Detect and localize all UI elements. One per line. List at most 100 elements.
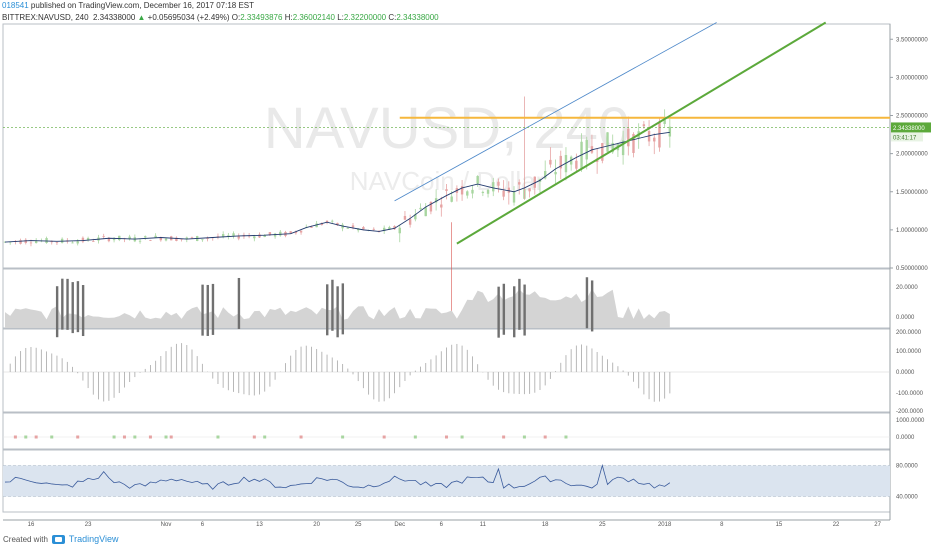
- candle-body: [346, 227, 350, 229]
- candle-body: [445, 189, 448, 191]
- volume-spike: [201, 284, 204, 336]
- candle-body: [154, 235, 157, 238]
- open-value: 2.33493876: [240, 13, 283, 22]
- y-tick-label: 1000.0000: [896, 418, 925, 424]
- candle-body: [253, 236, 256, 239]
- candle-body: [112, 239, 116, 241]
- candle-body: [55, 242, 59, 244]
- volume-spike: [237, 277, 241, 329]
- y-tick-label: 200.0000: [896, 330, 922, 336]
- candle-body: [507, 187, 511, 193]
- signal-dot: [382, 435, 386, 439]
- volume-spike: [513, 286, 516, 338]
- signal-dot: [148, 435, 152, 439]
- y-tick-label: 100.0000: [896, 349, 922, 355]
- blue-trend-line: [394, 22, 717, 202]
- candle-body: [471, 189, 474, 194]
- candle-body: [559, 155, 562, 169]
- volume-spike: [497, 286, 500, 338]
- candle-body: [164, 238, 168, 241]
- candle-body: [273, 233, 277, 237]
- candle-body: [175, 237, 178, 241]
- y-tick-label: 0.0000: [896, 435, 915, 441]
- close-label: C:: [388, 13, 397, 22]
- signal-dot: [413, 435, 417, 439]
- x-tick-label: 6: [201, 522, 205, 528]
- moving-average-line: [4, 131, 670, 243]
- candle-body: [180, 238, 183, 240]
- candle-body: [144, 236, 147, 238]
- candle-body: [621, 140, 625, 156]
- candle-body: [424, 207, 427, 217]
- candle-body: [34, 241, 38, 244]
- candle-body: [221, 234, 225, 238]
- candle-body: [554, 171, 557, 175]
- watermark-symbol: NAVUSD, 240: [264, 96, 630, 161]
- candle-body: [497, 181, 500, 186]
- candle-body: [533, 176, 536, 188]
- candle-body: [138, 240, 142, 242]
- candle-body: [263, 235, 266, 238]
- publish-info: 018541 published on TradingView.com, Dec…: [2, 1, 254, 10]
- x-tick-label: 18: [542, 522, 549, 528]
- candle-body: [382, 227, 386, 232]
- low-value: 2.32200000: [343, 13, 387, 22]
- tradingview-logo-icon: [51, 534, 65, 544]
- price-badge: [891, 122, 931, 133]
- candle-body: [601, 143, 604, 161]
- y-tick-label: 3.00000000: [896, 75, 928, 81]
- candle-body: [227, 235, 230, 237]
- volume-spike: [518, 278, 521, 330]
- y-tick-label: 3.50000000: [896, 37, 928, 43]
- signal-dot: [34, 435, 38, 439]
- signal-dot: [133, 435, 137, 439]
- x-tick-label: 27: [874, 522, 881, 528]
- candle-body: [393, 225, 396, 230]
- volume-spike: [590, 280, 594, 332]
- candle-body: [310, 226, 313, 228]
- symbol-label: BITTREX:NAVUSD, 240: [2, 13, 89, 22]
- signal-dot: [164, 435, 168, 439]
- candle-body: [86, 238, 90, 241]
- high-value: 2.36002140: [292, 13, 335, 22]
- candle-body: [289, 231, 292, 234]
- candle-body: [206, 238, 209, 239]
- volume-spike: [76, 281, 80, 333]
- green-trend-line: [456, 21, 827, 245]
- signal-dot: [522, 435, 526, 439]
- signal-dot: [169, 435, 173, 439]
- candle-body: [201, 239, 204, 241]
- candle-body: [486, 189, 490, 194]
- candle-body: [492, 182, 495, 192]
- candle-body: [642, 124, 646, 127]
- y-tick-label: 1.50000000: [896, 190, 928, 196]
- candle-body: [190, 237, 194, 239]
- candle-body: [331, 220, 334, 222]
- author-link[interactable]: 018541: [2, 1, 29, 10]
- y-tick-label: 2.00000000: [896, 152, 928, 158]
- pane-border-3: [2, 412, 891, 450]
- candle-body: [627, 128, 630, 147]
- candle-body: [268, 232, 272, 235]
- candle-body: [336, 222, 339, 226]
- x-tick-label: 11: [480, 522, 487, 528]
- candle-body: [320, 223, 324, 225]
- candle-body: [476, 176, 479, 184]
- volume-spike: [211, 283, 215, 335]
- publish-text: published on TradingView.com, December 1…: [28, 1, 255, 10]
- candle-body: [549, 159, 552, 165]
- signal-dot: [445, 435, 448, 439]
- volume-spike: [66, 278, 69, 330]
- candle-body: [118, 235, 121, 240]
- volume-spike: [81, 285, 85, 337]
- candle-body: [460, 186, 464, 195]
- candle-body: [518, 182, 521, 185]
- candle-body: [398, 227, 401, 234]
- x-tick-label: 2018: [658, 522, 672, 528]
- tradingview-link[interactable]: TradingView: [68, 534, 119, 544]
- volume-spike: [502, 283, 506, 335]
- signal-dot: [216, 435, 220, 439]
- signal-dot: [122, 435, 126, 439]
- candle-body: [611, 142, 614, 153]
